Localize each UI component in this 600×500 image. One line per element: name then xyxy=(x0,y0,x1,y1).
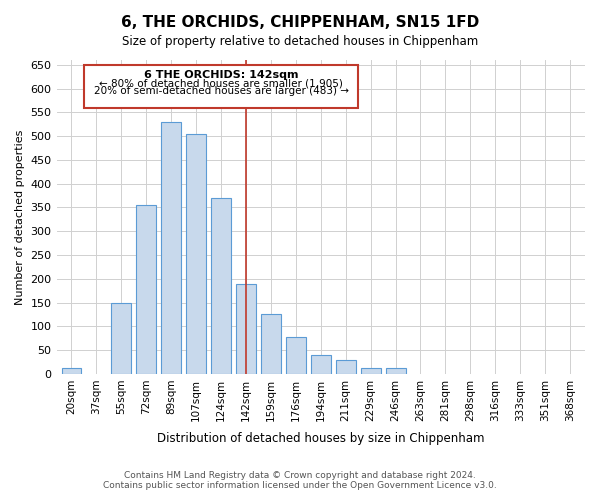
Bar xyxy=(386,368,406,374)
Bar xyxy=(211,198,231,374)
Text: Size of property relative to detached houses in Chippenham: Size of property relative to detached ho… xyxy=(122,35,478,48)
Bar xyxy=(62,368,82,374)
Text: 20% of semi-detached houses are larger (483) →: 20% of semi-detached houses are larger (… xyxy=(94,86,349,96)
Text: ← 80% of detached houses are smaller (1,905): ← 80% of detached houses are smaller (1,… xyxy=(99,78,343,88)
Text: 6, THE ORCHIDS, CHIPPENHAM, SN15 1FD: 6, THE ORCHIDS, CHIPPENHAM, SN15 1FD xyxy=(121,15,479,30)
Text: 6 THE ORCHIDS: 142sqm: 6 THE ORCHIDS: 142sqm xyxy=(144,70,298,80)
Bar xyxy=(286,337,306,374)
Bar xyxy=(311,355,331,374)
X-axis label: Distribution of detached houses by size in Chippenham: Distribution of detached houses by size … xyxy=(157,432,485,445)
Bar xyxy=(261,314,281,374)
FancyBboxPatch shape xyxy=(84,65,358,108)
Text: Contains HM Land Registry data © Crown copyright and database right 2024.
Contai: Contains HM Land Registry data © Crown c… xyxy=(103,470,497,490)
Y-axis label: Number of detached properties: Number of detached properties xyxy=(15,130,25,304)
Bar xyxy=(361,368,380,374)
Bar xyxy=(186,134,206,374)
Bar xyxy=(161,122,181,374)
Bar xyxy=(236,284,256,374)
Bar xyxy=(336,360,356,374)
Bar xyxy=(112,302,131,374)
Bar xyxy=(136,205,156,374)
